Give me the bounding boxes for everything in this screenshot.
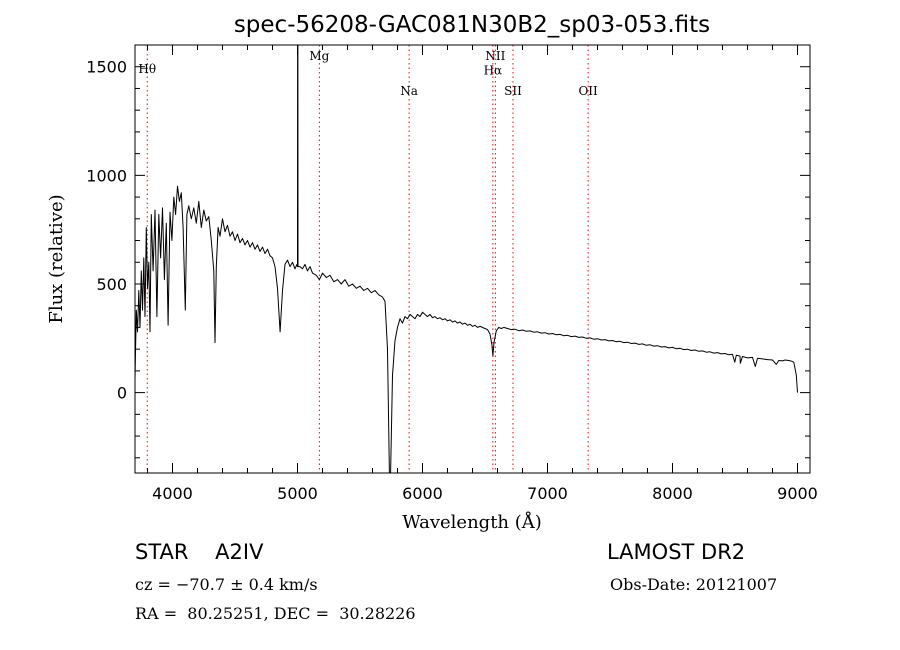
x-tick-label-2: 6000	[402, 484, 443, 503]
y-tick-label-1: 500	[96, 275, 127, 294]
line-marker-label-1: Mg	[309, 49, 329, 63]
line-marker-label-0: Hθ	[138, 62, 156, 76]
redshift-cz: cz = −70.7 ± 0.4 km/s	[135, 575, 318, 594]
axis-ticks: 4000 5000 6000 7000 8000 9000 0 500 1000 1500	[86, 44, 818, 503]
y-tick-label-2: 1000	[86, 166, 127, 185]
y-tick-label-3: 1500	[86, 58, 127, 77]
x-tick-label-5: 9000	[777, 484, 818, 503]
ra-dec-coordinates: RA = 80.25251, DEC = 30.28226	[135, 604, 416, 623]
line-marker-label-4: Hα	[484, 63, 503, 77]
x-tick-label-0: 4000	[152, 484, 193, 503]
x-tick-label-3: 7000	[527, 484, 568, 503]
chart-title: spec-56208-GAC081N30B2_sp03-053.fits	[234, 12, 710, 38]
spectrum-line	[134, 44, 798, 474]
x-tick-label-4: 8000	[652, 484, 693, 503]
line-marker-label-5: SII	[504, 84, 522, 98]
plot-frame	[134, 44, 811, 474]
line-marker-label-6: OII	[578, 84, 598, 98]
observation-date: Obs-Date: 20121007	[610, 575, 778, 594]
object-class: STAR A2IV	[135, 540, 264, 564]
y-axis-label: Flux (relative)	[46, 194, 67, 323]
spectrum-series	[134, 44, 798, 474]
survey-name: LAMOST DR2	[607, 540, 746, 564]
x-axis-label: Wavelength (Å)	[402, 511, 542, 533]
y-tick-label-0: 0	[117, 384, 127, 403]
x-tick-label-1: 5000	[277, 484, 318, 503]
line-marker-label-2: Na	[400, 84, 418, 98]
line-marker-label-3: NII	[485, 49, 505, 63]
